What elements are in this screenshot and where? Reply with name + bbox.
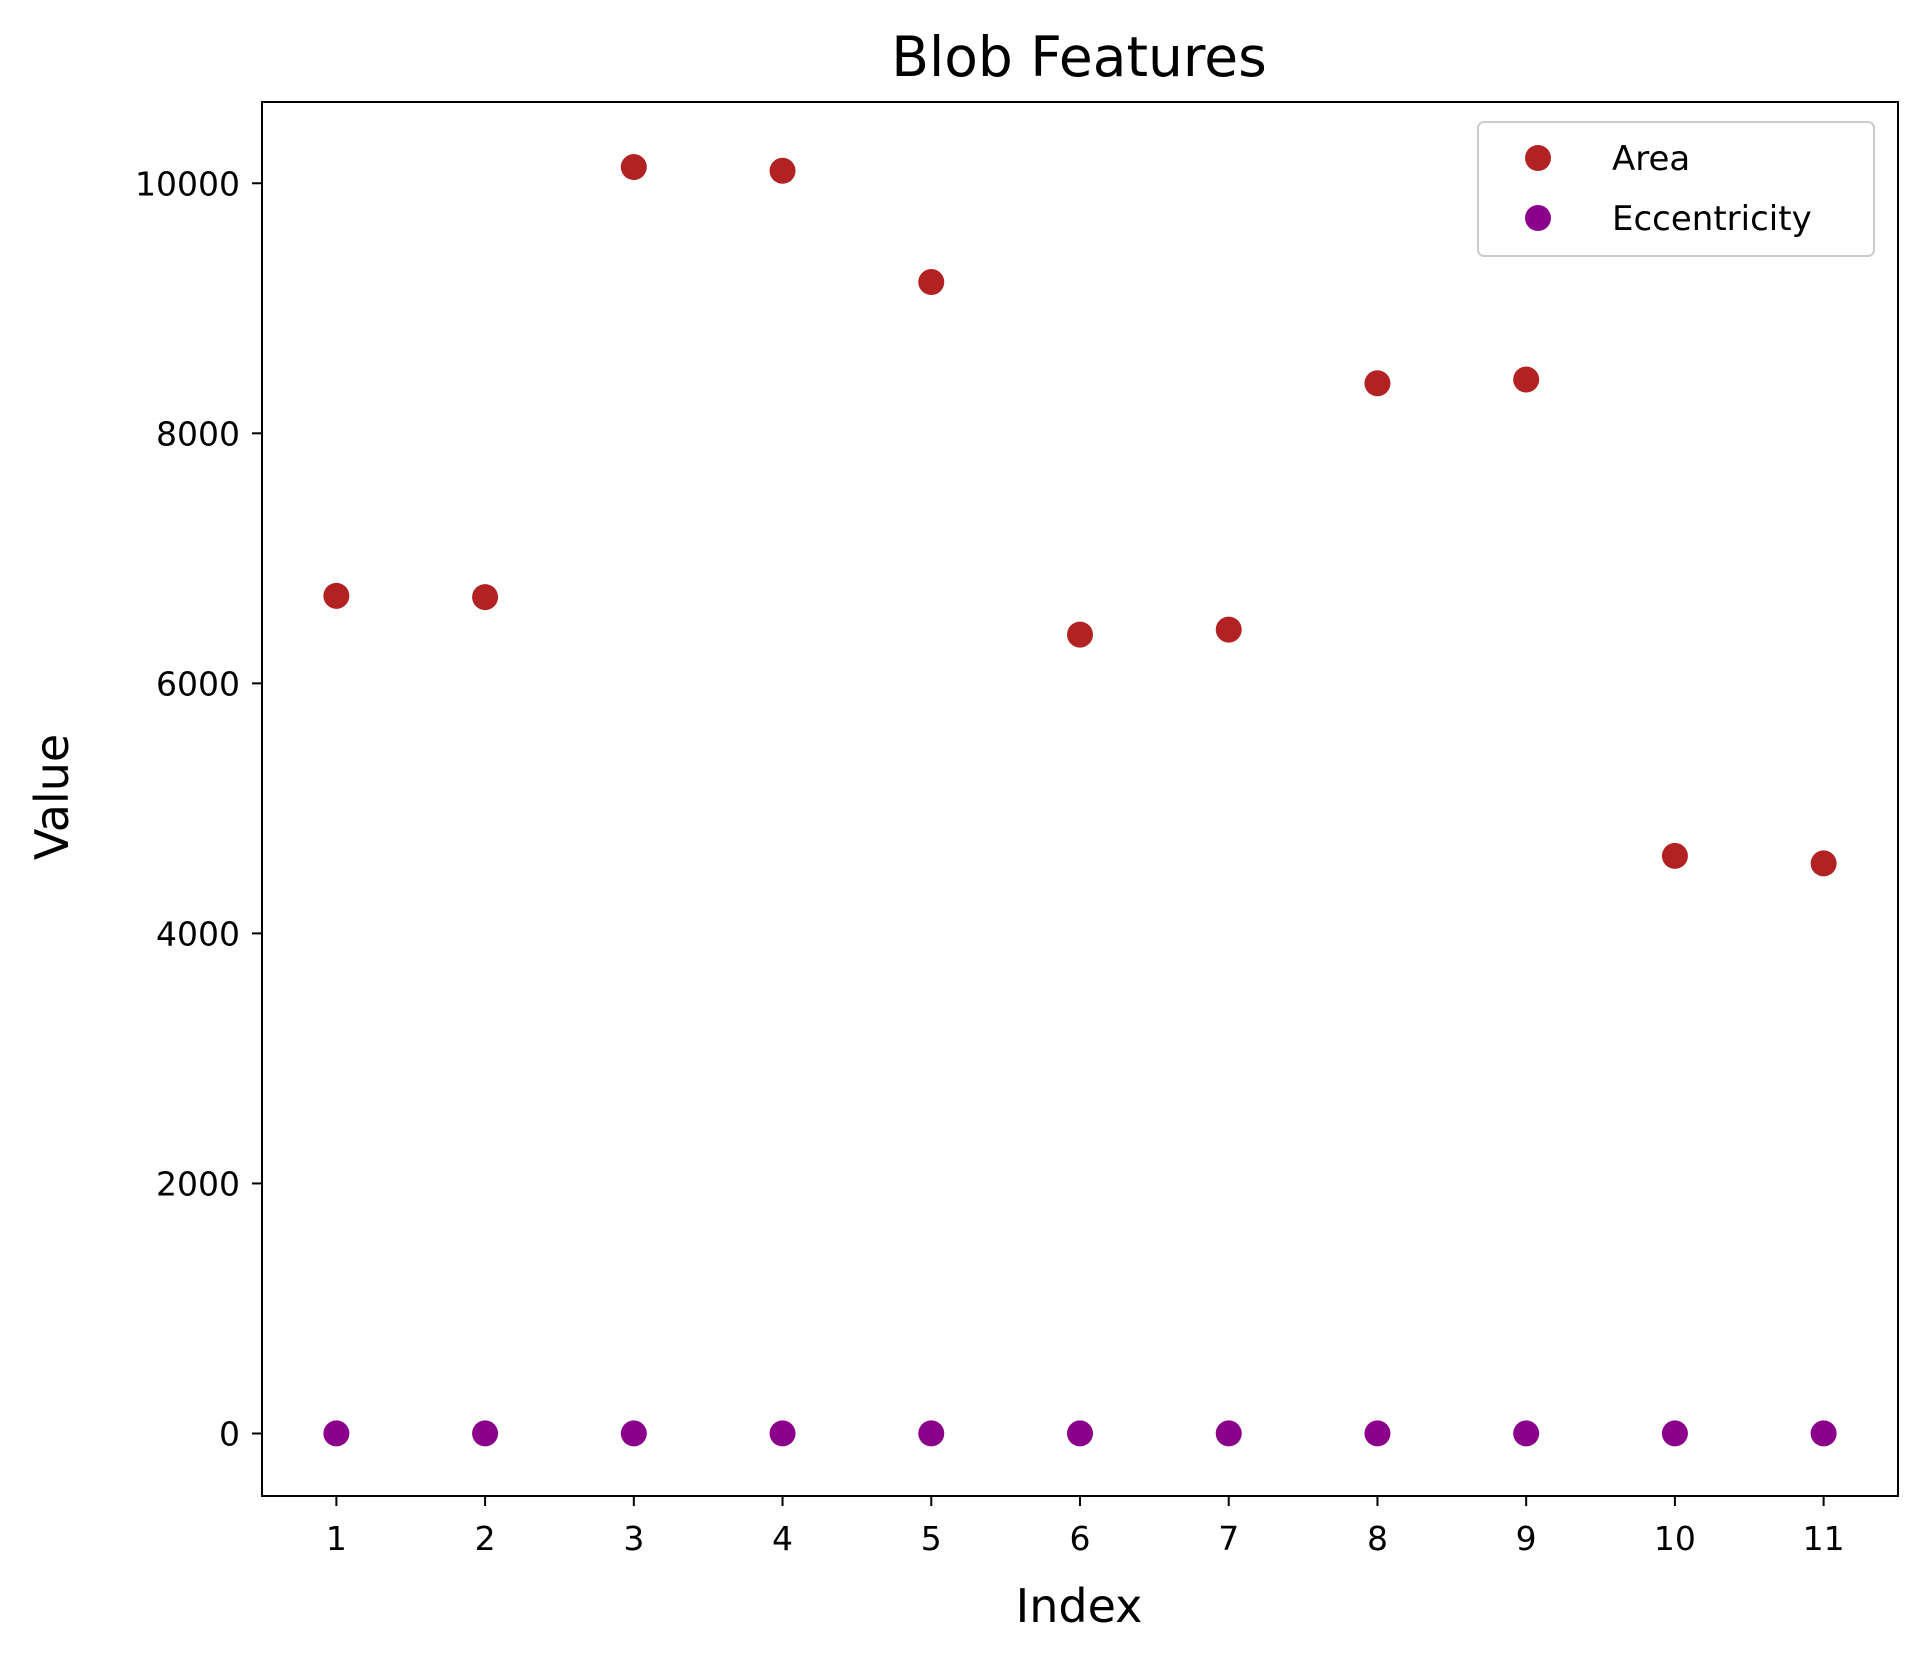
x-tick-label: 11 — [1803, 1519, 1845, 1558]
point-area-3 — [620, 154, 647, 181]
point-eccentricity-11 — [1810, 1420, 1837, 1447]
plot-area-frame — [261, 101, 1899, 1497]
x-tick-label: 6 — [1070, 1519, 1091, 1558]
point-eccentricity-10 — [1661, 1420, 1688, 1447]
legend-marker-eccentricity — [1525, 205, 1551, 231]
point-eccentricity-6 — [1067, 1420, 1093, 1447]
y-tick-label: 2000 — [156, 1164, 240, 1203]
legend: Area Eccentricity — [1477, 121, 1875, 257]
ticks-layer: 1 2 3 4 5 6 7 8 9 10 11 0 2000 4000 6000 8000 10000 — [135, 164, 1845, 1558]
x-axis-label: Index — [1016, 1579, 1143, 1633]
x-tick-label: 4 — [772, 1519, 793, 1558]
point-eccentricity-8 — [1364, 1420, 1391, 1447]
x-tick-label: 10 — [1654, 1519, 1696, 1558]
x-tick-label: 3 — [623, 1519, 644, 1558]
x-tick-label: 5 — [921, 1519, 942, 1558]
legend-label-area: Area — [1612, 139, 1690, 179]
y-tick-label: 4000 — [156, 914, 240, 953]
x-tick-label: 8 — [1367, 1519, 1388, 1558]
point-area-11 — [1810, 850, 1837, 877]
point-eccentricity-1 — [323, 1420, 350, 1447]
points-layer — [323, 154, 1837, 1447]
point-eccentricity-7 — [1215, 1420, 1242, 1447]
x-tick-label: 7 — [1218, 1519, 1239, 1558]
point-eccentricity-4 — [769, 1420, 796, 1447]
x-tick-label: 9 — [1516, 1519, 1537, 1558]
point-eccentricity-5 — [918, 1420, 945, 1447]
point-area-10 — [1661, 842, 1688, 869]
point-eccentricity-2 — [472, 1420, 499, 1447]
point-area-1 — [323, 582, 350, 609]
point-area-9 — [1513, 366, 1540, 393]
y-tick-label: 0 — [219, 1414, 240, 1453]
point-eccentricity-3 — [620, 1420, 647, 1447]
chart-title: Blob Features — [891, 25, 1267, 89]
x-tick-label: 2 — [475, 1519, 496, 1558]
point-area-4 — [769, 157, 796, 184]
legend-label-eccentricity: Eccentricity — [1612, 199, 1812, 239]
x-tick-label: 1 — [326, 1519, 347, 1558]
point-area-5 — [918, 269, 945, 296]
point-area-8 — [1364, 370, 1391, 397]
y-axis-label: Value — [25, 734, 79, 860]
y-tick-label: 8000 — [156, 414, 240, 453]
y-tick-label: 6000 — [156, 664, 240, 703]
point-area-2 — [472, 584, 499, 611]
legend-box — [1477, 121, 1875, 257]
point-area-6 — [1067, 621, 1093, 648]
y-tick-label: 10000 — [135, 164, 240, 203]
point-eccentricity-9 — [1513, 1420, 1540, 1447]
legend-marker-area — [1525, 145, 1551, 171]
point-area-7 — [1215, 616, 1242, 643]
